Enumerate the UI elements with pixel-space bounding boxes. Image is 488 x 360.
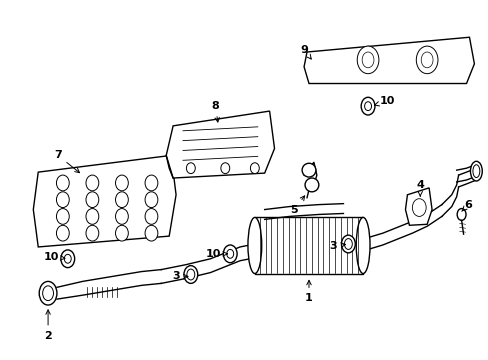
Ellipse shape <box>86 192 99 208</box>
Polygon shape <box>33 156 176 247</box>
Ellipse shape <box>415 46 437 74</box>
Ellipse shape <box>341 235 355 253</box>
Ellipse shape <box>221 163 229 174</box>
Ellipse shape <box>42 286 53 301</box>
Ellipse shape <box>56 175 69 191</box>
Ellipse shape <box>86 175 99 191</box>
Ellipse shape <box>364 102 371 111</box>
Ellipse shape <box>145 225 158 241</box>
Ellipse shape <box>115 192 128 208</box>
Ellipse shape <box>61 250 75 267</box>
FancyBboxPatch shape <box>254 217 363 274</box>
Text: 9: 9 <box>300 45 311 59</box>
Ellipse shape <box>145 192 158 208</box>
Ellipse shape <box>250 163 259 174</box>
Text: 7: 7 <box>54 150 80 173</box>
Ellipse shape <box>356 217 369 274</box>
Ellipse shape <box>344 239 351 249</box>
Ellipse shape <box>115 208 128 224</box>
Text: 5: 5 <box>290 196 304 215</box>
Polygon shape <box>166 111 274 178</box>
Ellipse shape <box>223 245 237 263</box>
Ellipse shape <box>64 254 71 263</box>
Ellipse shape <box>56 208 69 224</box>
Ellipse shape <box>115 175 128 191</box>
Polygon shape <box>304 37 473 84</box>
Text: 10: 10 <box>43 252 65 262</box>
Ellipse shape <box>226 249 233 258</box>
Text: 2: 2 <box>44 310 52 341</box>
Ellipse shape <box>39 282 57 305</box>
Ellipse shape <box>145 175 158 191</box>
Ellipse shape <box>469 161 481 181</box>
Ellipse shape <box>183 266 197 283</box>
Text: 10: 10 <box>205 249 227 259</box>
Ellipse shape <box>362 52 373 68</box>
Polygon shape <box>405 188 431 225</box>
Ellipse shape <box>186 163 195 174</box>
Text: 4: 4 <box>415 180 423 196</box>
Ellipse shape <box>86 208 99 224</box>
Ellipse shape <box>247 217 261 274</box>
Ellipse shape <box>56 192 69 208</box>
Ellipse shape <box>186 269 194 280</box>
Ellipse shape <box>472 165 479 177</box>
Ellipse shape <box>456 208 465 220</box>
Text: 10: 10 <box>374 96 395 106</box>
Ellipse shape <box>411 199 425 216</box>
Ellipse shape <box>420 52 432 68</box>
Ellipse shape <box>357 46 378 74</box>
Text: 3: 3 <box>329 241 345 251</box>
Circle shape <box>302 163 315 177</box>
Ellipse shape <box>361 97 374 115</box>
Ellipse shape <box>145 208 158 224</box>
Ellipse shape <box>56 225 69 241</box>
Circle shape <box>305 178 318 192</box>
Text: 3: 3 <box>172 271 187 282</box>
Text: 1: 1 <box>305 280 312 303</box>
Text: 8: 8 <box>211 101 219 122</box>
Ellipse shape <box>115 225 128 241</box>
Ellipse shape <box>86 225 99 241</box>
Text: 6: 6 <box>461 199 471 211</box>
